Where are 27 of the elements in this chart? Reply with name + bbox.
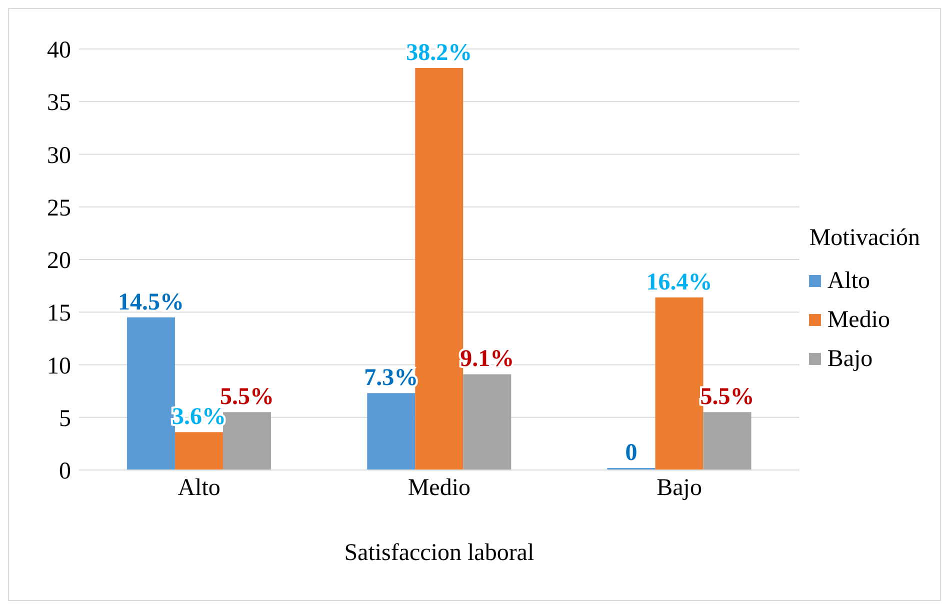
y-tick-label: 20 [47, 248, 71, 274]
bar [367, 393, 416, 470]
y-tick-label: 35 [47, 90, 71, 116]
bar [703, 412, 752, 470]
data-label: 16.4% [646, 269, 712, 296]
legend-title: Motivación [809, 224, 920, 252]
y-tick-label: 30 [47, 142, 71, 169]
y-tick-label: 0 [59, 458, 71, 485]
y-tick-label: 25 [47, 195, 71, 222]
data-label: 0 [625, 440, 638, 466]
data-label: 38.2% [406, 40, 472, 66]
legend-label: Alto [827, 268, 870, 294]
y-tick-label: 40 [47, 38, 71, 64]
y-tick-label: 5 [59, 406, 71, 432]
data-label: 14.5% [118, 289, 184, 316]
legend-label: Bajo [827, 346, 873, 372]
x-tick-label: Bajo [656, 475, 702, 502]
bar [223, 412, 272, 470]
y-tick-label: 10 [47, 353, 71, 380]
bar [175, 432, 224, 470]
x-tick-label: Alto [178, 475, 220, 502]
legend-label: Medio [827, 306, 890, 334]
data-label: 5.5% [220, 384, 274, 410]
y-tick-label: 15 [47, 300, 71, 327]
bar [463, 374, 512, 470]
x-axis-title: Satisfaccion laboral [344, 540, 534, 566]
x-tick-label: Medio [408, 475, 471, 502]
